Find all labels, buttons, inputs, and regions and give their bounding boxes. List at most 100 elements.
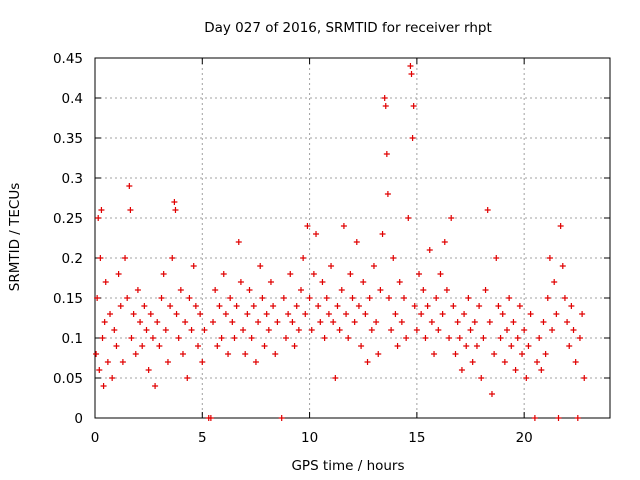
chart-title: Day 027 of 2016, SRMTID for receiver rhp… (204, 20, 492, 36)
data-point (542, 351, 549, 357)
data-point (201, 327, 208, 333)
data-point (538, 367, 545, 373)
data-point (519, 351, 526, 357)
grid-lines (95, 58, 610, 418)
data-point (263, 311, 270, 317)
data-point (353, 239, 360, 245)
data-point (420, 287, 427, 293)
data-point (448, 215, 455, 221)
data-point (158, 295, 165, 301)
data-point (295, 327, 302, 333)
y-tick-label: 0 (74, 411, 83, 427)
data-point (207, 415, 214, 421)
data-point (332, 375, 339, 381)
x-tick-label: 15 (408, 430, 425, 446)
data-point (95, 215, 102, 221)
data-point (139, 343, 146, 349)
data-point (465, 295, 472, 301)
data-point (358, 343, 365, 349)
y-tick-label: 0.25 (53, 211, 83, 227)
y-tick-label: 0.1 (62, 331, 83, 347)
data-point (370, 263, 377, 269)
data-point (102, 279, 109, 285)
data-point (308, 327, 315, 333)
y-tick-label: 0.45 (53, 51, 83, 67)
data-point (531, 415, 538, 421)
data-point (321, 335, 328, 341)
axis-ticks (94, 57, 610, 419)
data-point (383, 151, 390, 157)
data-point (246, 287, 253, 293)
data-point (173, 311, 180, 317)
y-axis-label: SRMTID / TECUs (7, 183, 23, 291)
data-point (553, 311, 560, 317)
data-point (113, 343, 120, 349)
data-point (248, 335, 255, 341)
data-point (132, 351, 139, 357)
data-point (482, 287, 489, 293)
data-point (347, 271, 354, 277)
data-point (495, 303, 502, 309)
data-point (516, 303, 523, 309)
data-point (392, 311, 399, 317)
data-point (310, 271, 317, 277)
data-point (527, 311, 534, 317)
data-point (382, 103, 389, 109)
data-point (216, 303, 223, 309)
data-point (512, 367, 519, 373)
data-point (237, 279, 244, 285)
data-points (93, 63, 588, 421)
y-tick-label: 0.35 (53, 131, 83, 147)
data-point (289, 319, 296, 325)
data-point (521, 327, 528, 333)
data-point (250, 303, 257, 309)
data-point (210, 319, 217, 325)
data-point (285, 311, 292, 317)
data-point (579, 311, 586, 317)
x-axis-label: GPS time / hours (291, 458, 404, 474)
data-point (471, 319, 478, 325)
y-tick-labels: 0 0.05 0.1 0.15 0.2 0.25 0.3 0.35 0.4 0.45 (53, 51, 83, 427)
x-tick-label: 5 (198, 430, 207, 446)
data-point (435, 327, 442, 333)
data-point (540, 319, 547, 325)
data-point (313, 231, 320, 237)
data-point (458, 367, 465, 373)
data-point (109, 375, 116, 381)
y-tick-label: 0.05 (53, 371, 83, 387)
data-point (242, 351, 249, 357)
data-point (559, 263, 566, 269)
data-point (255, 319, 262, 325)
data-point (480, 335, 487, 341)
data-point (446, 335, 453, 341)
plot-frame (94, 57, 611, 419)
data-point (439, 311, 446, 317)
data-point (499, 311, 506, 317)
data-point (101, 319, 108, 325)
data-point (473, 343, 480, 349)
data-point (536, 335, 543, 341)
data-point (184, 375, 191, 381)
data-point (325, 311, 332, 317)
data-point (328, 263, 335, 269)
data-point (164, 359, 171, 365)
data-point (231, 335, 238, 341)
data-point (450, 303, 457, 309)
data-point (486, 319, 493, 325)
data-point (441, 239, 448, 245)
data-point (214, 343, 221, 349)
data-point (160, 271, 167, 277)
data-point (546, 255, 553, 261)
data-point (195, 343, 201, 349)
data-point (506, 295, 513, 301)
data-point (315, 303, 322, 309)
data-point (549, 327, 556, 333)
data-point (410, 103, 417, 109)
data-point (137, 319, 144, 325)
data-point (351, 319, 358, 325)
x-tick-label: 0 (91, 430, 100, 446)
data-point (119, 359, 126, 365)
data-point (416, 271, 423, 277)
data-point (362, 311, 369, 317)
data-point (229, 319, 236, 325)
